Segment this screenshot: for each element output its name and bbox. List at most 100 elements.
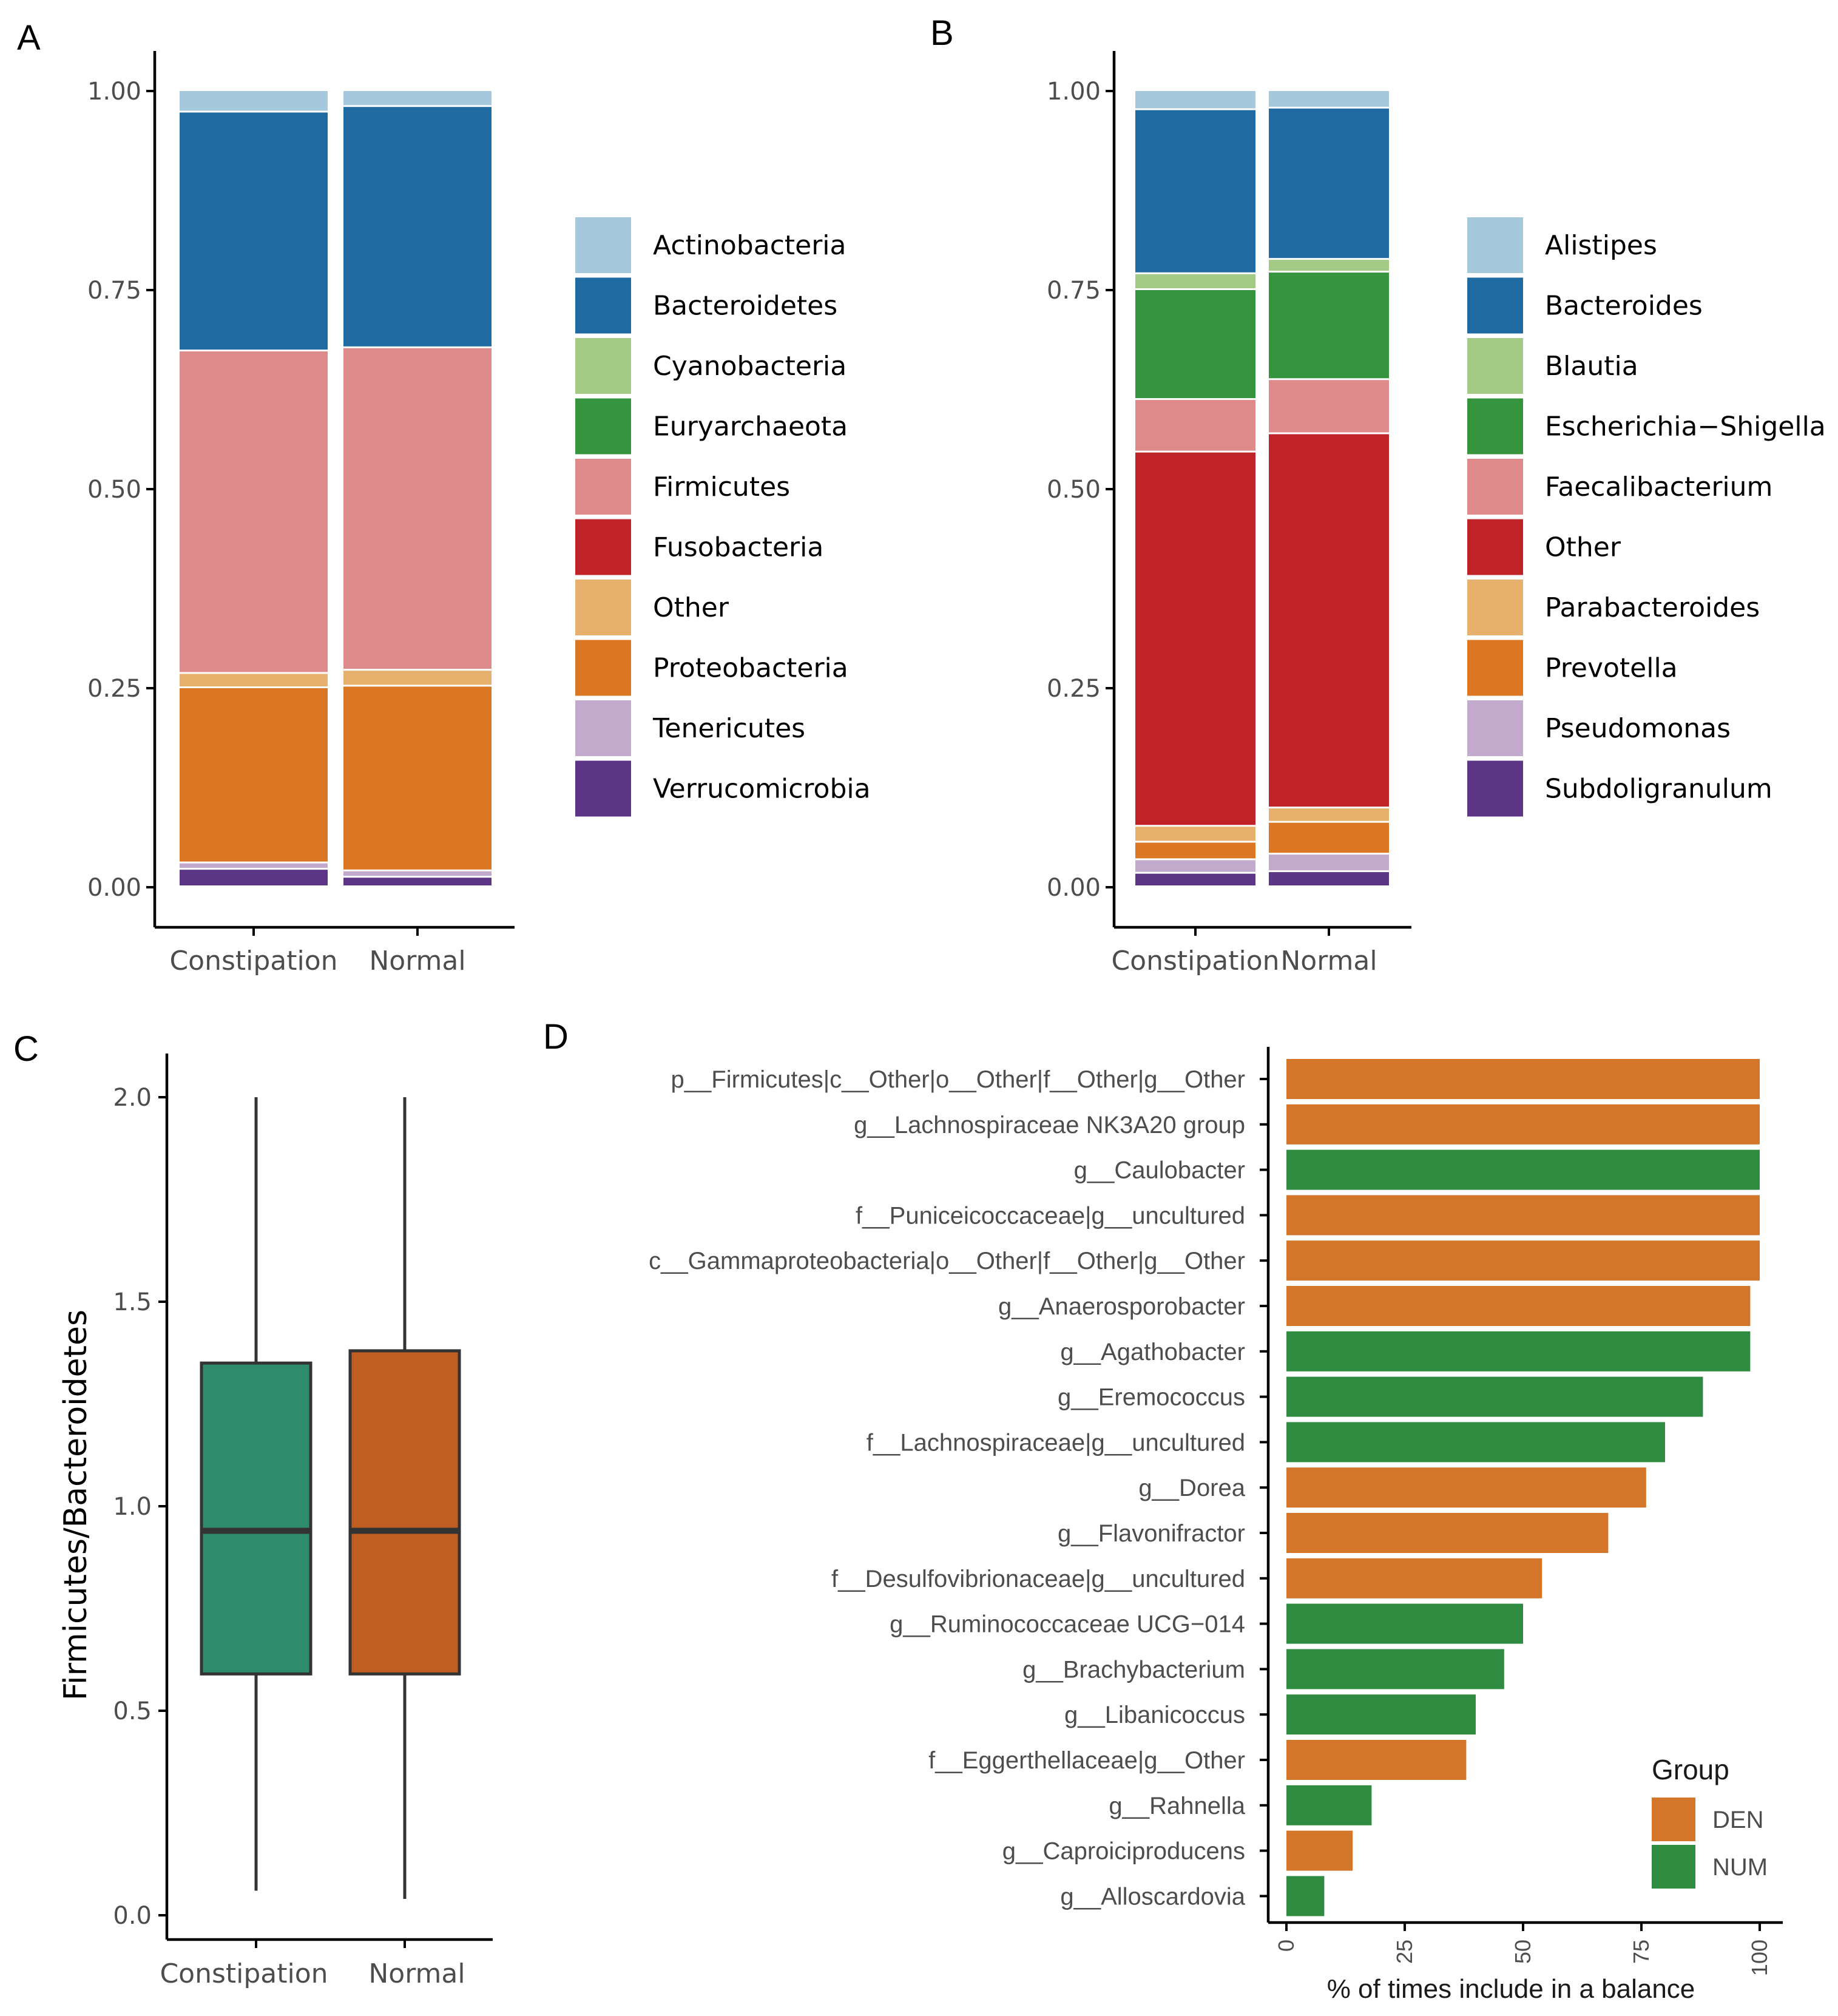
panel-b-stacked-bar-chart: 0.00 0.25 0.50 0.75 1.00 Constipation Normal Al… [1047,51,1826,976]
x-tick-label: 50 [1510,1940,1535,1964]
legend-key-alistipes [1467,217,1523,273]
bar-segment-otherb-constipation [1135,452,1255,825]
bar-segment-bacteroides-normal [1269,108,1389,259]
legend-label: Actinobacteria [653,230,846,261]
legend-label: Faecalibacterium [1545,472,1772,502]
x-tick-label-normal: Normal [368,1958,465,1989]
bar-num [1286,1149,1760,1190]
y-tick-label: 1.00 [87,78,141,106]
legend-key-verrucomicrobia [575,760,631,817]
bar-segment-bacteroides-constipation [1135,110,1255,272]
category-label: c__Gammaproteobacteria|o__Other|f__Other… [649,1248,1245,1274]
legend-key-firmicutes [575,459,631,515]
x-tick-label: 0 [1274,1940,1299,1952]
legend-key-bacteroides [1467,277,1523,334]
x-tick-label-constipation: Constipation [160,1958,328,1989]
y-axis-title: Firmicutes/Bacteroidetes [58,1310,94,1700]
panel-label-a: A [17,18,41,58]
bar-den [1286,1467,1646,1508]
category-label: g__Anaerosporobacter [998,1293,1245,1320]
category-label: f__Puniceicoccaceae|g__uncultured [856,1202,1245,1229]
bar-segment-otherb-normal [1269,434,1389,807]
y-tick-label: 0.25 [1047,675,1101,703]
bar-den [1286,1558,1542,1598]
bar-segment-proteobacteria-constipation [180,688,328,862]
category-label: g__Rahnella [1109,1793,1245,1819]
bar-segment-subdoligranulum-constipation [1135,873,1255,885]
y-tick-label: 2.0 [113,1084,152,1112]
category-label: g__Eremococcus [1058,1384,1245,1411]
legend-label: Subdoligranulum [1545,774,1772,805]
legend-key-bacteroidetes [575,277,631,334]
bar-den [1286,1740,1467,1780]
legend-key-euryarchaeota [575,398,631,455]
x-tick-label: 100 [1747,1940,1772,1976]
bar-segment-verrucomicrobia-normal [343,878,492,885]
bar-segment-proteobacteria-normal [343,686,492,870]
bar-segment-faecalibacterium-constipation [1135,400,1255,451]
legend-key-faecalibacterium [1467,459,1523,515]
x-tick-label-normal: Normal [1280,945,1377,976]
category-label: g__Caproiciproducens [1002,1838,1245,1865]
legend-key-subdoligranulum [1467,760,1523,817]
bar-den [1286,1195,1760,1236]
legend-label: Euryarchaeota [653,411,848,442]
category-label: g__Alloscardovia [1060,1883,1245,1910]
legend-label-den: DEN [1712,1807,1763,1833]
legend-label: Cyanobacteria [653,351,846,382]
y-tick-label: 0.75 [87,277,141,305]
legend-label: Bacteroides [1545,291,1703,322]
legend-label: Pseudomonas [1545,713,1731,744]
legend-key-actinobacteria [575,217,631,273]
legend-key-parabacteroides [1467,580,1523,635]
category-label: f__Lachnospiraceae|g__uncultured [867,1429,1245,1456]
y-tick-label: 0.00 [1047,874,1101,902]
bar-segment-blautia-constipation [1135,274,1255,288]
bar-segment-pseudomonas-normal [1269,854,1389,871]
bar-segment-tenericutes-normal [343,871,492,876]
category-label: f__Desulfovibrionaceae|g__uncultured [831,1566,1245,1592]
legend-key-pseudomonas [1467,700,1523,756]
bar-segment-bacteroidetes-normal [343,107,492,347]
legend-key-cyanobacteria [575,338,631,394]
bar-segment-other-constipation [180,674,328,686]
legend-label: Parabacteroides [1545,592,1760,623]
y-tick-label: 1.00 [1047,78,1101,106]
legend-key-otherb [1467,519,1523,575]
legend-key-fusobacteria [575,519,631,575]
x-tick-label: 25 [1392,1940,1417,1964]
bar-segment-other-normal [343,671,492,685]
bar-num [1286,1694,1476,1735]
y-tick-label: 0.0 [113,1902,152,1930]
bar-segment-actinobacteria-normal [343,91,492,106]
y-tick-label: 1.5 [113,1288,152,1316]
legend-label: Blautia [1545,351,1638,382]
bar-num [1286,1876,1325,1916]
bar-den [1286,1830,1353,1871]
bar-num [1286,1422,1665,1463]
bar-segment-faecalibacterium-normal [1269,380,1389,433]
bar-num [1286,1376,1703,1417]
legend-label: Tenericutes [652,713,805,744]
legend-label: Fusobacteria [653,532,823,563]
bar-segment-bacteroidetes-constipation [180,112,328,350]
bar-segment-actinobacteria-constipation [180,91,328,111]
category-label: f__Eggerthellaceae|g__Other [928,1747,1245,1774]
panel-label-c: C [13,1029,39,1069]
x-tick-label-constipation: Constipation [1111,945,1279,976]
box-constipation [200,1361,313,1676]
bar-num [1286,1649,1504,1690]
panel-label-b: B [930,13,954,53]
bar-segment-pseudomonas-constipation [1135,860,1255,872]
legend-label-num: NUM [1712,1854,1768,1881]
category-label: g__Flavonifractor [1058,1520,1245,1547]
legend-key-proteobacteria [575,640,631,696]
bar-num [1286,1603,1523,1644]
y-tick-label: 0.00 [87,874,141,902]
category-label: g__Ruminococcaceae UCG−014 [890,1611,1245,1638]
y-tick-label: 0.50 [87,476,141,504]
category-label: g__Caulobacter [1074,1157,1245,1184]
y-tick-label: 0.5 [113,1697,152,1725]
bar-segment-escherichia-shigella-constipation [1135,290,1255,399]
bar-segment-alistipes-constipation [1135,91,1255,109]
